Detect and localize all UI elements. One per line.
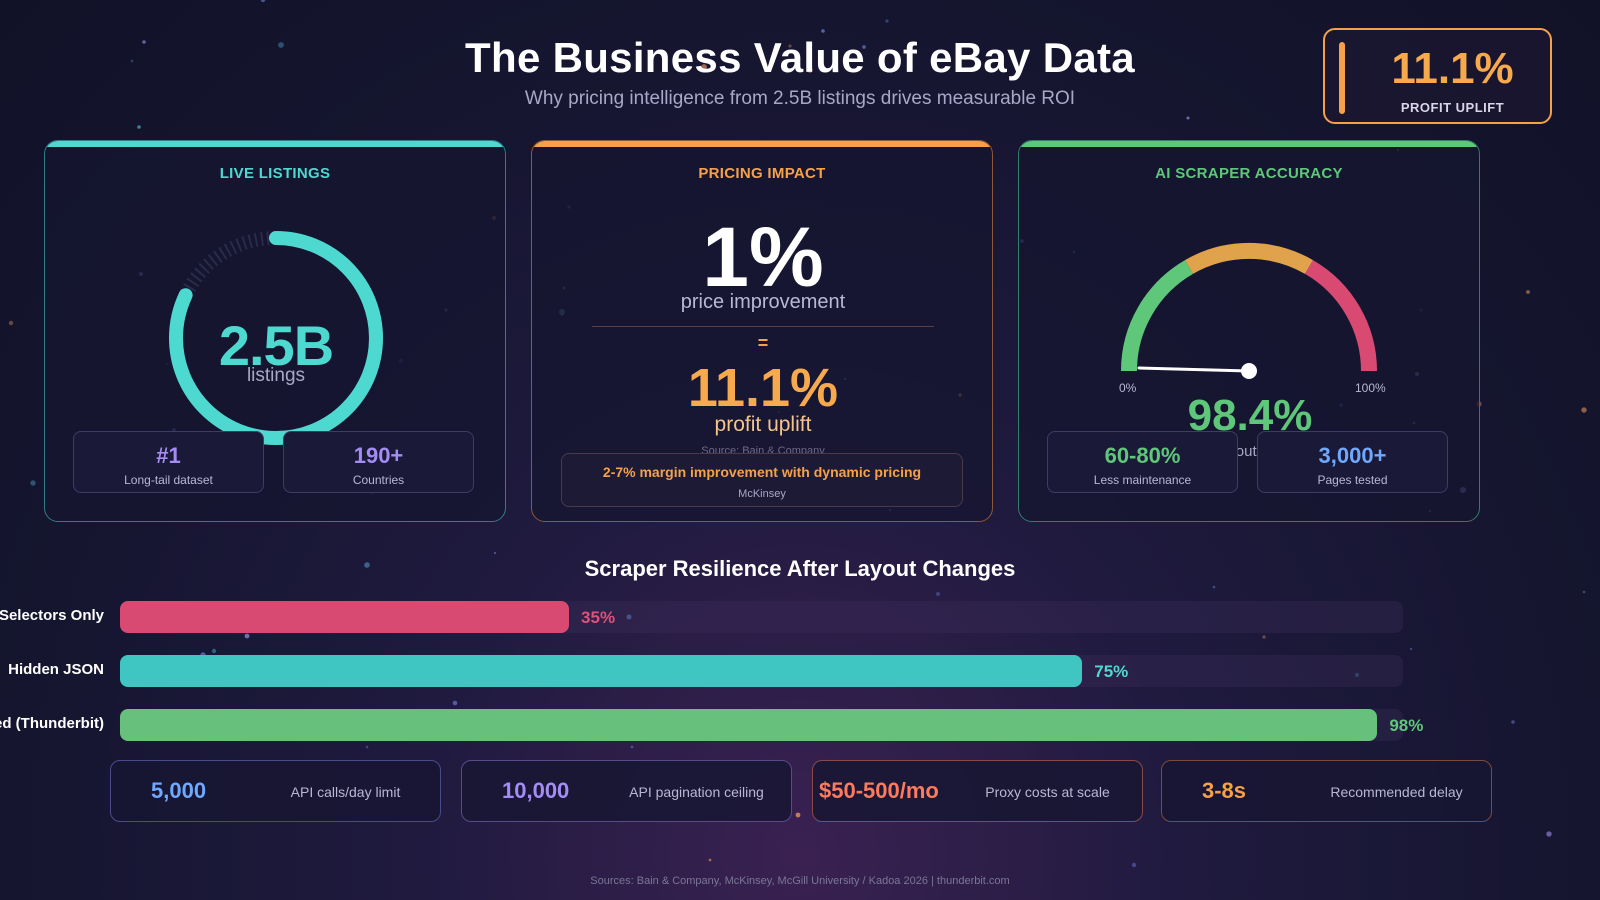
listings-ring-chart	[169, 231, 383, 445]
star-dot	[795, 812, 801, 818]
star-dot	[885, 19, 889, 23]
stat-proxy-costs: $50-500/mo Proxy costs at scale	[812, 760, 1143, 822]
ai-accuracy-card: AI SCRAPER ACCURACY 0% 100% 98.4% after …	[1018, 140, 1480, 522]
stat-label: Countries	[352, 473, 405, 487]
gauge-min-label: 0%	[1119, 381, 1137, 395]
star-dot	[1582, 590, 1586, 594]
star-dot	[244, 633, 250, 639]
gauge-max-label: 100%	[1355, 381, 1386, 395]
listings-stat-rank: #1 Long-tail dataset	[73, 431, 264, 493]
bar-fill	[120, 709, 1378, 741]
stat-value: 5,000	[151, 778, 207, 803]
star-dot	[1131, 862, 1137, 868]
stat-label: Recommended delay	[1330, 784, 1463, 800]
star-dot	[260, 0, 266, 3]
sources-footer: Sources: Bain & Company, McKinsey, McGil…	[590, 875, 1010, 887]
badge-label: PROFIT UPLIFT	[1400, 100, 1505, 115]
bar-row-ai: AI-Powered (Thunderbit) 98%	[0, 709, 1600, 741]
gauge-segment-mid	[1185, 242, 1313, 275]
stat-label: Long-tail dataset	[124, 473, 213, 487]
star-dot	[137, 125, 141, 129]
bar-row-json: Hidden JSON 75%	[0, 655, 1600, 687]
star-dot	[630, 745, 634, 749]
profit-uplift-label: profit uplift	[714, 413, 812, 436]
star-dot	[1546, 831, 1552, 837]
stat-pagination: 10,000 API pagination ceiling	[461, 760, 792, 822]
stat-value: #1	[156, 443, 181, 468]
divider	[592, 326, 934, 327]
badge-value: 11.1%	[1391, 44, 1514, 93]
listings-value: 2.5B	[218, 314, 334, 377]
ring-arc	[169, 231, 383, 445]
gauge-segment-low	[1120, 260, 1194, 372]
bar-value: 35%	[581, 608, 616, 627]
price-improvement-value: 1%	[702, 210, 824, 304]
stat-label: API pagination ceiling	[629, 784, 764, 800]
stat-value: 60-80%	[1104, 443, 1181, 468]
star-dot	[211, 648, 217, 654]
bar-fill	[120, 655, 1083, 687]
stat-delay: 3-8s Recommended delay	[1161, 760, 1492, 822]
gauge-segment-high	[1304, 260, 1378, 372]
bar-label: Hidden JSON	[8, 661, 104, 678]
bar-value: 75%	[1094, 662, 1129, 681]
bar-label: AI-Powered (Thunderbit)	[0, 715, 104, 732]
mckinsey-callout: 2-7% margin improvement with dynamic pri…	[561, 453, 963, 507]
card-accent-bar	[45, 141, 505, 147]
listings-stat-countries: 190+ Countries	[283, 431, 474, 493]
stat-label: Proxy costs at scale	[985, 784, 1110, 800]
pricing-impact-card: PRICING IMPACT 1% price improvement = 11…	[531, 140, 993, 522]
bar-fill	[120, 601, 570, 633]
bar-label: CSS Selectors Only	[0, 607, 104, 624]
card-title: AI SCRAPER ACCURACY	[1155, 165, 1343, 182]
bar-value: 98%	[1389, 716, 1424, 735]
stat-value: $50-500/mo	[819, 778, 939, 803]
bar-row-css: CSS Selectors Only 35%	[0, 601, 1600, 633]
card-title: LIVE LISTINGS	[219, 165, 331, 182]
profit-uplift-value: 11.1%	[687, 358, 839, 418]
card-accent-bar	[532, 141, 992, 147]
star-dot	[1409, 647, 1413, 651]
card-title: PRICING IMPACT	[698, 165, 826, 182]
gauge-hub	[1241, 363, 1257, 379]
star-dot	[1186, 116, 1190, 120]
card-accent-bar	[1019, 141, 1479, 147]
star-dot	[821, 29, 825, 33]
star-dot	[365, 745, 369, 749]
ai-stat-pages: 3,000+ Pages tested	[1257, 431, 1448, 493]
star-dot	[8, 320, 14, 326]
resilience-title: Scraper Resilience After Layout Changes	[584, 556, 1016, 581]
ai-stat-maintenance: 60-80% Less maintenance	[1047, 431, 1238, 493]
star-dot	[1262, 635, 1266, 639]
star-dot	[452, 700, 458, 706]
stat-label: Pages tested	[1317, 473, 1388, 487]
star-dot	[1212, 585, 1216, 589]
star-dot	[708, 858, 712, 862]
stat-label: Less maintenance	[1093, 473, 1192, 487]
gauge-needle	[1137, 366, 1251, 373]
stat-label: API calls/day limit	[290, 784, 401, 800]
star-dot	[30, 480, 36, 486]
price-improvement-label: price improvement	[680, 291, 846, 313]
stat-api-calls: 5,000 API calls/day limit	[110, 760, 441, 822]
profit-uplift-badge: 11.1% PROFIT UPLIFT	[1323, 28, 1552, 124]
stat-value: 3,000+	[1318, 443, 1387, 468]
page-subtitle: Why pricing intelligence from 2.5B listi…	[524, 88, 1076, 109]
stat-value: 10,000	[502, 778, 570, 803]
star-dot	[936, 592, 940, 596]
accuracy-gauge	[1120, 242, 1378, 379]
badge-accent-bar	[1339, 42, 1345, 114]
live-listings-card: LIVE LISTINGS 2.5B listings #1 Long-tail…	[44, 140, 506, 522]
callout-source: McKinsey	[738, 488, 786, 500]
listings-sublabel: listings	[246, 365, 306, 386]
stat-value: 3-8s	[1202, 778, 1247, 803]
equals-sign: =	[757, 333, 769, 353]
stat-value: 190+	[353, 443, 404, 468]
callout-text: 2-7% margin improvement with dynamic pri…	[602, 464, 922, 480]
star-dot	[493, 551, 497, 555]
star-dot	[1581, 407, 1587, 413]
star-dot	[1526, 290, 1530, 294]
page-title: The Business Value of eBay Data	[465, 34, 1135, 81]
